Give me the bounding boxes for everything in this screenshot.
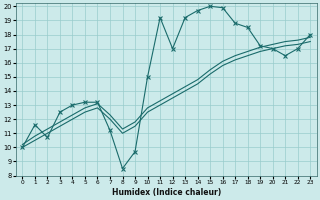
- X-axis label: Humidex (Indice chaleur): Humidex (Indice chaleur): [112, 188, 221, 197]
